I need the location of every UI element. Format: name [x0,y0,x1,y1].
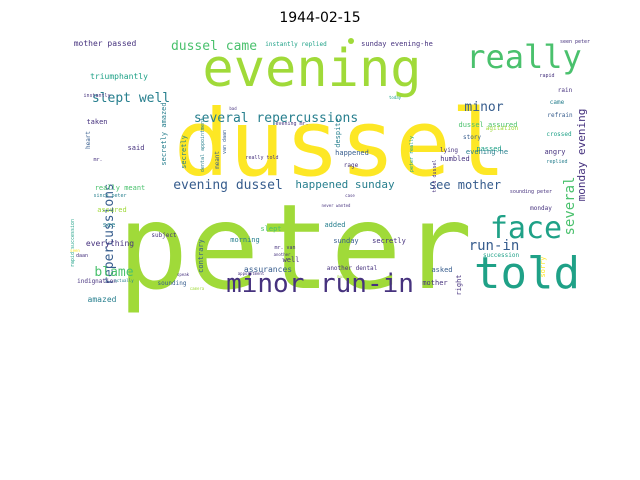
cloud-word: secretly [180,135,188,169]
cloud-word: see [103,221,116,229]
cloud-word: seen peter [560,39,590,45]
cloud-word: replied [546,159,567,165]
cloud-word: monday [530,205,552,212]
cloud-word: everything [86,239,134,248]
cloud-word: lying [440,147,458,154]
cloud-word: said [128,144,145,152]
cloud-word: dussel assured [458,121,517,129]
cloud-word: speak [177,272,190,277]
cloud-word: taken [86,118,107,126]
cloud-word: case [345,193,355,198]
cloud-word: evening-he [466,148,508,156]
cloud-word: despite [334,118,342,148]
cloud-word: meant [214,151,221,169]
cloud-word: minor run-in [226,269,414,299]
cloud-word: rage [344,162,359,169]
cloud-word: slept well [92,91,170,106]
cloud-word: dussel came [171,39,257,54]
cloud-word: run-in [469,238,520,254]
cloud-word: happened sunday [295,178,395,191]
cloud-word: told dussel [432,159,438,192]
page-title: 1944-02-15 [279,10,361,26]
cloud-word: contrary [197,239,205,273]
cloud-word: dussel [174,90,506,197]
cloud-word: never wanted [322,203,351,208]
cloud-word: sunday evening-he [361,40,433,48]
cloud-word: heart [85,131,92,149]
cloud-word: angry [544,148,565,156]
cloud-word: slept [260,225,281,233]
cloud-word: rain [558,87,573,94]
cloud-word: blame [94,265,133,280]
cloud-word: daan [76,253,88,259]
cloud-word: well [283,256,300,264]
cloud-word: rapid succession [70,219,76,267]
cloud-word: several [562,176,578,235]
cloud-word: morning [230,236,260,244]
cloud-dot [348,38,354,44]
cloud-word: sounding [158,280,187,287]
cloud-word: today [389,95,402,100]
cloud-word: mother [422,279,447,287]
cloud-word: triumphantly [90,72,148,81]
cloud-word: camera [190,286,205,291]
cloud-word: peter [117,178,472,316]
cloud-word: instantly replied [265,41,327,48]
cloud-word: really [466,38,582,76]
cloud-word: added [324,221,345,229]
cloud-word: seen [70,248,80,253]
cloud-word: mr. van [274,245,295,251]
cloud-word: assurances [244,265,292,274]
cloud-word: repercussions [102,183,117,285]
cloud-word: secretly [372,237,406,245]
cloud-word: mother passed [74,39,137,48]
cloud-word: succession [483,252,520,259]
cloud-word: actually [114,278,134,283]
cloud-word: agitation [486,125,519,132]
cloud-word: much [337,274,347,279]
cloud-word: right [455,274,463,295]
cloud-word: monday evening [575,109,588,202]
cloud-word: minor [464,100,503,115]
cloud-word: sorry [539,256,547,277]
cloud-word: appointment [238,271,265,276]
cloud-word: evening [202,39,421,99]
cloud-word: another dental [327,265,378,272]
cloud-word: mr. [93,157,102,163]
cloud-word: really told [245,155,278,161]
cloud-word: humbled [440,155,470,163]
cloud-word: assured [97,206,127,214]
cloud-word: amazed [88,295,117,304]
cloud-word: happened [335,149,369,157]
cloud-word: crossed [546,131,572,138]
cloud-word: van daan [222,130,228,154]
cloud-word: instantly [83,93,110,99]
cloud-word: several repercussions [194,111,358,126]
cloud-word: came [550,99,565,106]
cloud-word: indignation [77,278,117,285]
cloud-word: evening dussel [173,178,283,193]
cloud-word: see mother [429,178,501,192]
cloud-word: sounding peter [510,189,552,195]
cloud-word: evening mr. [275,121,308,127]
cloud-word: story [463,134,481,141]
cloud-word: peter really [409,136,415,172]
cloud-word: told [474,248,580,299]
cloud-word: refrain [547,112,573,119]
cloud-word: asked [431,266,452,274]
cloud-word: face [490,211,562,246]
cloud-word: since peter [93,193,126,199]
cloud-word: passed [476,145,501,153]
cloud-word: rapid [539,73,554,79]
cloud-word: another [274,252,291,257]
cloud-word: really meant [95,184,146,192]
cloud-word: sunday [333,237,358,245]
cloud-word: subject [151,232,177,239]
cloud-word: secretly amazed [160,102,168,165]
cloud-word: bad [229,106,237,111]
cloud-word: dental appointment [200,118,206,172]
